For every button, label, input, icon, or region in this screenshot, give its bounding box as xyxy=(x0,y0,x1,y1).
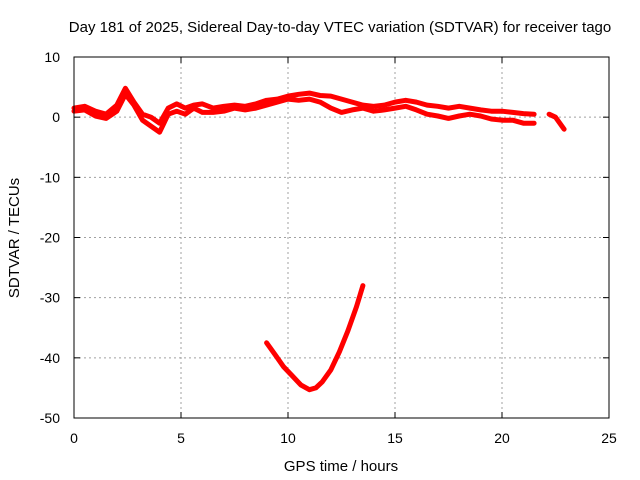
x-tick-label: 15 xyxy=(387,430,403,446)
y-tick-label: -40 xyxy=(40,350,60,366)
y-tick-label: 10 xyxy=(44,49,60,65)
y-tick-label: -30 xyxy=(40,290,60,306)
y-tick-label: -50 xyxy=(40,410,60,426)
x-tick-label: 25 xyxy=(601,430,617,446)
series-line-trace-c xyxy=(546,111,567,132)
y-axis-label: SDTVAR / TECUs xyxy=(6,178,23,298)
y-tick-label: -10 xyxy=(40,169,60,185)
series-line-trace-a xyxy=(71,85,537,126)
y-tick-label: -20 xyxy=(40,230,60,246)
x-tick-label: 0 xyxy=(70,430,78,446)
axis-ticks: 0 5 10 15 20 25 10 0 -10 -20 -30 -40 -50 xyxy=(40,49,617,446)
data-series xyxy=(71,85,567,393)
chart-title: Day 181 of 2025, Sidereal Day-to-day VTE… xyxy=(69,19,611,36)
series-line-trace-d xyxy=(264,283,366,393)
x-tick-label: 5 xyxy=(177,430,185,446)
x-tick-label: 20 xyxy=(494,430,510,446)
x-tick-label: 10 xyxy=(280,430,296,446)
y-tick-label: 0 xyxy=(52,109,60,125)
x-axis-label: GPS time / hours xyxy=(284,458,398,475)
series-line-trace-b xyxy=(71,91,537,135)
grid-lines xyxy=(74,57,609,418)
